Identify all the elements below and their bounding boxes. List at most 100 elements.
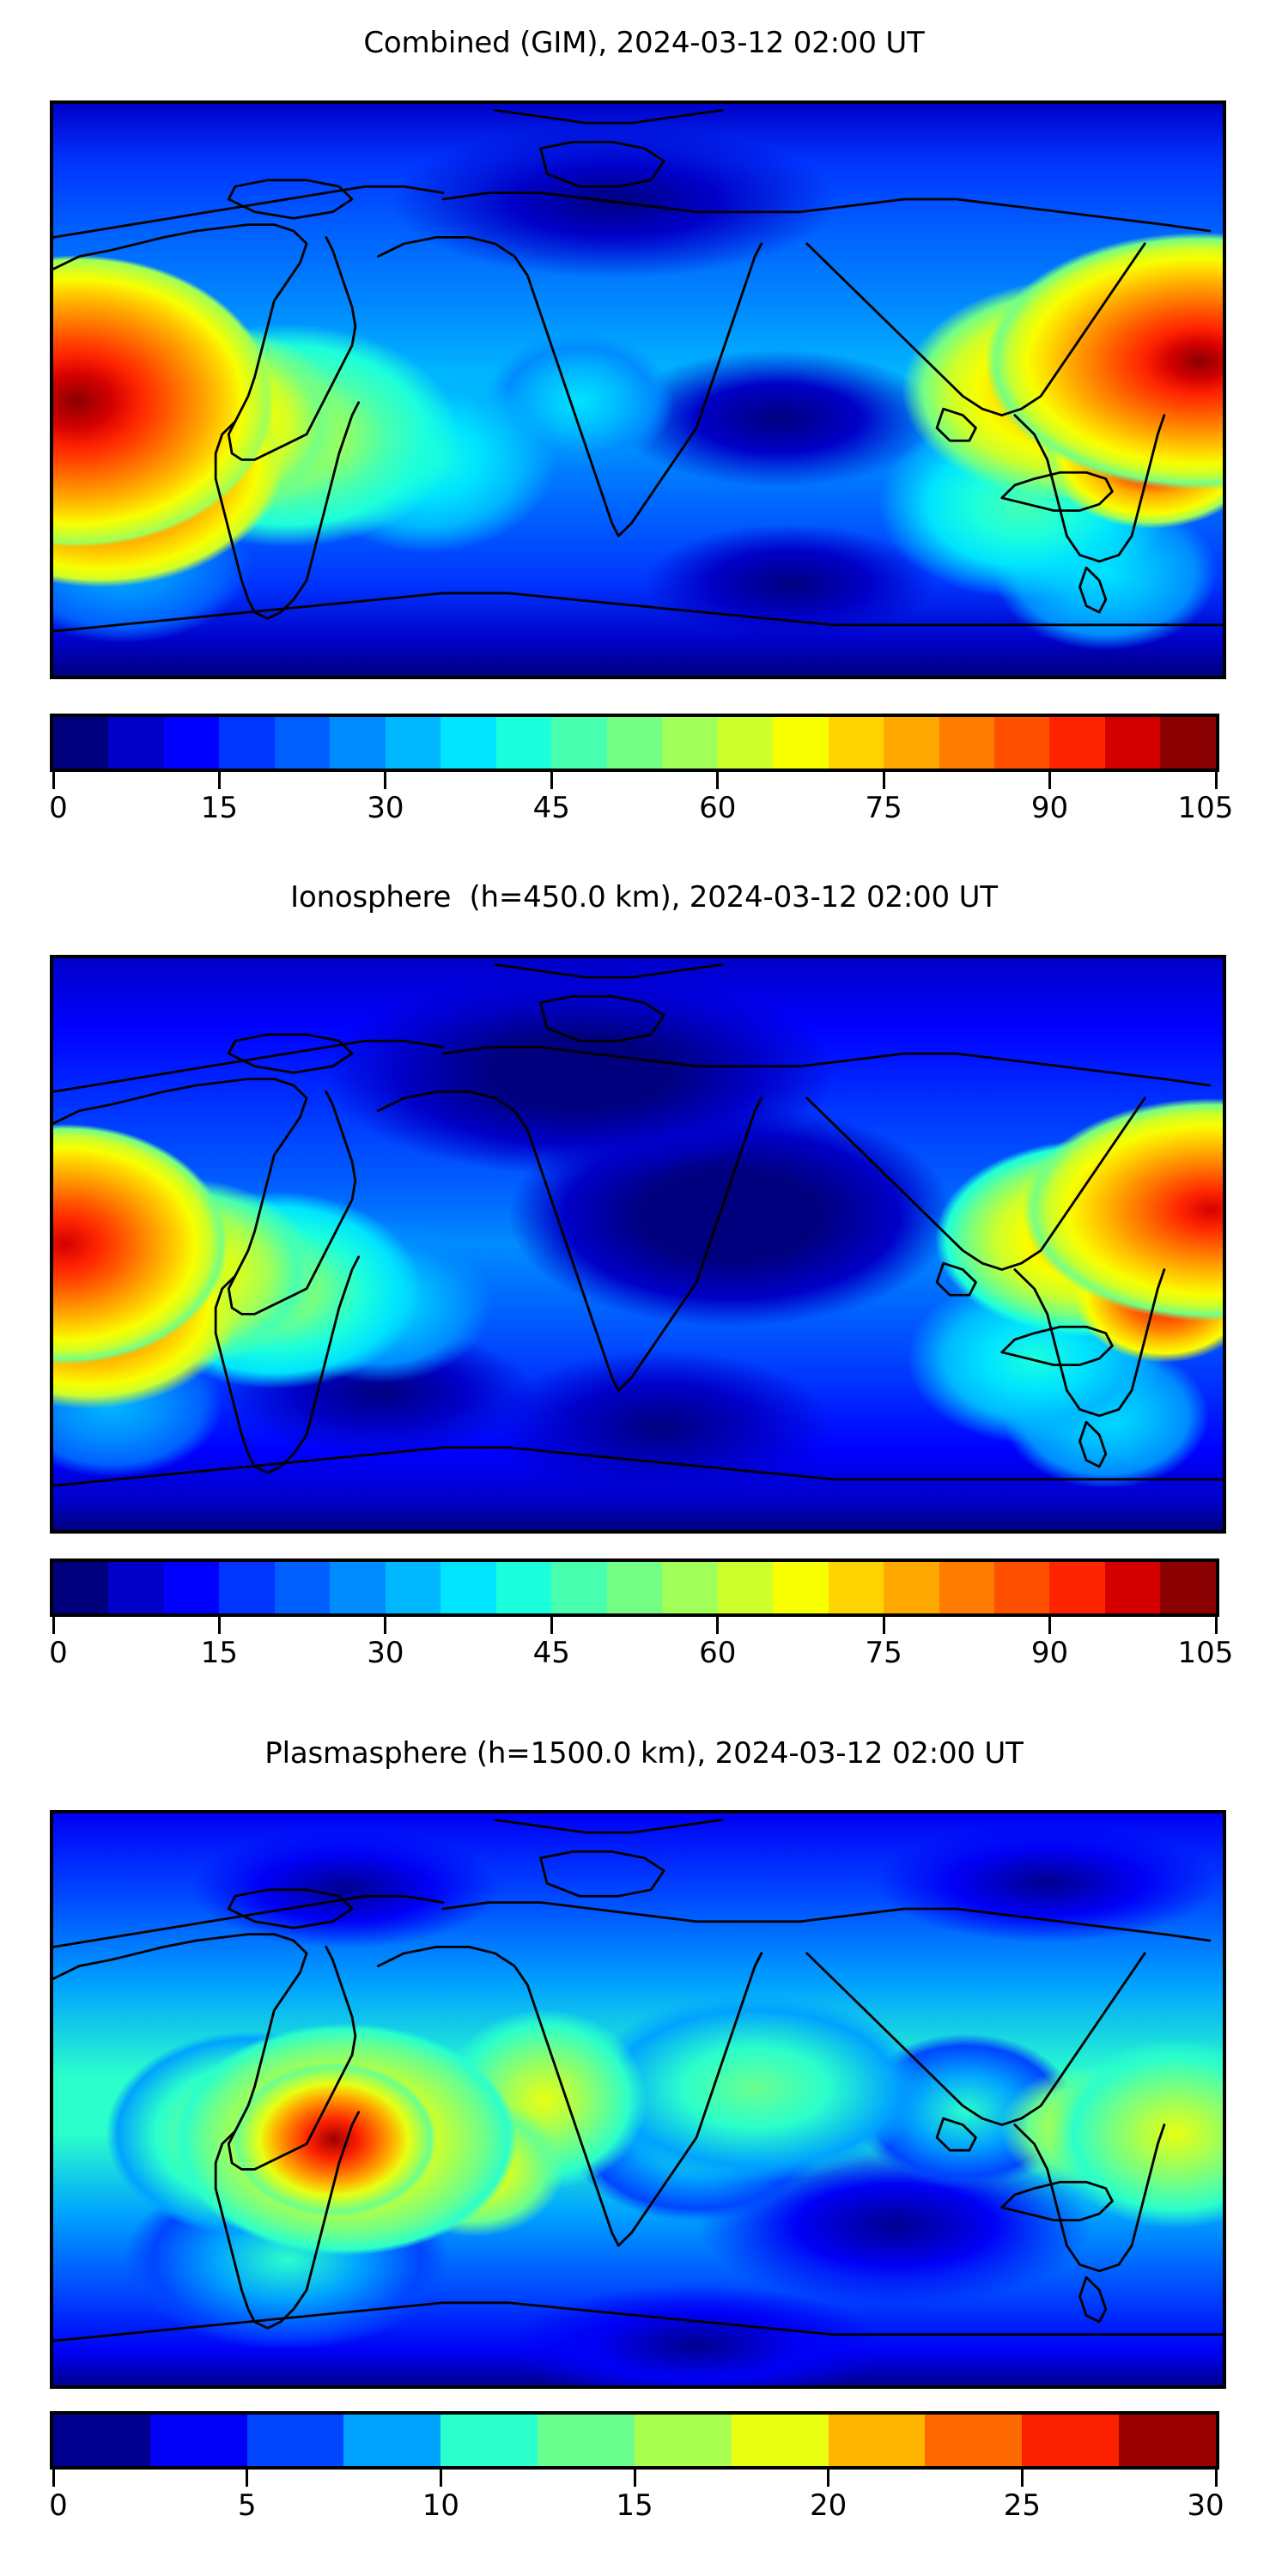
colorbar-band: [993, 717, 1050, 769]
colorbar-band: [1049, 1562, 1105, 1613]
colorbar-band: [385, 717, 441, 769]
colorbar-tick-label: 30: [367, 791, 404, 825]
map-plasmasphere: [50, 1810, 1226, 2389]
colorbar-band: [939, 1562, 994, 1613]
colorbar-band: [925, 2415, 1023, 2466]
colorbar-tick: [716, 1617, 720, 1634]
colorbar-band: [773, 1562, 829, 1613]
colorbar-tick: [882, 772, 885, 789]
colorbar-tick: [384, 772, 387, 789]
colorbar-band: [551, 717, 607, 769]
colorbar-tick: [439, 2470, 442, 2487]
panel-title-plasmasphere: Plasmasphere (h=1500.0 km), 2024-03-12 0…: [264, 1736, 1024, 1771]
colorbar-band: [149, 2415, 247, 2466]
colorbar-band: [828, 2415, 926, 2466]
colorbar-tick: [633, 2470, 636, 2487]
colorbar-band: [731, 2415, 829, 2466]
coastlines-ionosphere: [53, 958, 1223, 1530]
colorbar-tick-label: 10: [422, 2488, 459, 2523]
colorbar-tick: [827, 2470, 830, 2487]
colorbar-tick: [1020, 2470, 1024, 2487]
colorbar-band: [108, 1562, 164, 1613]
colorbar-tick-label: 105: [1177, 1636, 1234, 1670]
colorbar-tick: [550, 772, 553, 789]
colorbar-band: [634, 2415, 732, 2466]
colorbar-band: [53, 1562, 109, 1613]
colorbar-tick-label: 90: [1030, 791, 1069, 825]
colorbar-tick: [217, 1617, 221, 1634]
colorbar-band: [330, 1562, 386, 1613]
map-combined-gim: [50, 100, 1226, 679]
colorbar-band: [884, 717, 939, 769]
colorbar-tick: [1214, 2470, 1218, 2487]
colorbar-tick: [1048, 772, 1052, 789]
colorbar-ticks-combined: [50, 772, 1219, 791]
colorbar-band: [274, 717, 331, 769]
colorbar-band: [330, 717, 386, 769]
colorbar-tick: [52, 772, 55, 789]
colorbar-tick-label: 15: [200, 1636, 239, 1670]
colorbar-labels-combined: 0 15 30 45 60 75 90 105: [49, 791, 1233, 830]
colorbar-band: [662, 717, 718, 769]
colorbar-tick: [1214, 1617, 1218, 1634]
colorbar-band: [163, 1562, 220, 1613]
colorbar-band: [538, 2415, 635, 2466]
colorbar-tick-label: 90: [1030, 1636, 1069, 1670]
colorbar-gradient-ionosphere: [50, 1558, 1219, 1617]
colorbar-band: [495, 717, 552, 769]
tec-field-ionosphere: [53, 958, 1223, 1530]
colorbar-tick-label: 60: [699, 1636, 737, 1670]
colorbar-tick: [882, 1617, 885, 1634]
colorbar-tick: [1048, 1617, 1052, 1634]
colorbar-ticks-ionosphere: [50, 1617, 1219, 1636]
colorbar-band: [717, 1562, 774, 1613]
colorbar-tick: [246, 2470, 249, 2487]
colorbar-band: [219, 1562, 275, 1613]
colorbar-tick: [217, 772, 221, 789]
colorbar-tick-label: 30: [367, 1636, 404, 1670]
colorbar-gradient-plasmasphere: [50, 2411, 1219, 2470]
colorbar-band: [828, 717, 884, 769]
colorbar-band: [884, 1562, 939, 1613]
colorbar-tick-label: 30: [1187, 2488, 1224, 2523]
panel-title-combined-gim: Combined (GIM), 2024-03-12 02:00 UT: [363, 26, 925, 60]
colorbar-band: [440, 717, 496, 769]
map-ionosphere: [50, 955, 1226, 1534]
colorbar-band: [606, 1562, 663, 1613]
colorbar-band: [274, 1562, 331, 1613]
colorbar-band: [993, 1562, 1050, 1613]
colorbar-tick-label: 25: [1003, 2488, 1041, 2523]
colorbar-tick-label: 15: [616, 2488, 653, 2523]
colorbar-plasmasphere: 0 5 10 15 20 25 30: [49, 2411, 1224, 2528]
panel-combined-gim: Combined (GIM), 2024-03-12 02:00 UT: [0, 0, 1288, 859]
colorbar-tick-label: 0: [49, 791, 68, 825]
colorbar-labels-plasmasphere: 0 5 10 15 20 25 30: [49, 2488, 1224, 2528]
colorbar-band: [108, 717, 164, 769]
colorbar-band: [53, 2415, 150, 2466]
colorbar-tick-label: 0: [49, 1636, 68, 1670]
panel-ionosphere: Ionosphere (h=450.0 km), 2024-03-12 02:0…: [0, 854, 1288, 1713]
colorbar-band: [163, 717, 220, 769]
coastlines-combined: [53, 104, 1223, 676]
colorbar-band: [440, 1562, 496, 1613]
colorbar-tick-label: 15: [200, 791, 239, 825]
colorbar-tick: [384, 1617, 387, 1634]
colorbar-tick-label: 60: [699, 791, 737, 825]
colorbar-tick: [52, 2470, 55, 2487]
colorbar-band: [440, 2415, 538, 2466]
colorbar-tick: [550, 1617, 553, 1634]
colorbar-band: [662, 1562, 718, 1613]
colorbar-band: [219, 717, 275, 769]
colorbar-tick-label: 0: [49, 2488, 68, 2523]
colorbar-band: [551, 1562, 607, 1613]
colorbar-band: [246, 2415, 344, 2466]
colorbar-band: [1119, 2415, 1216, 2466]
colorbar-band: [1160, 717, 1216, 769]
colorbar-band: [606, 717, 663, 769]
colorbar-tick-label: 5: [237, 2488, 257, 2523]
colorbar-tick-label: 45: [532, 1636, 570, 1670]
colorbar-band: [717, 717, 774, 769]
colorbar-tick: [716, 772, 720, 789]
colorbar-ionosphere: 0 15 30 45 60 75 90 105: [49, 1558, 1233, 1675]
